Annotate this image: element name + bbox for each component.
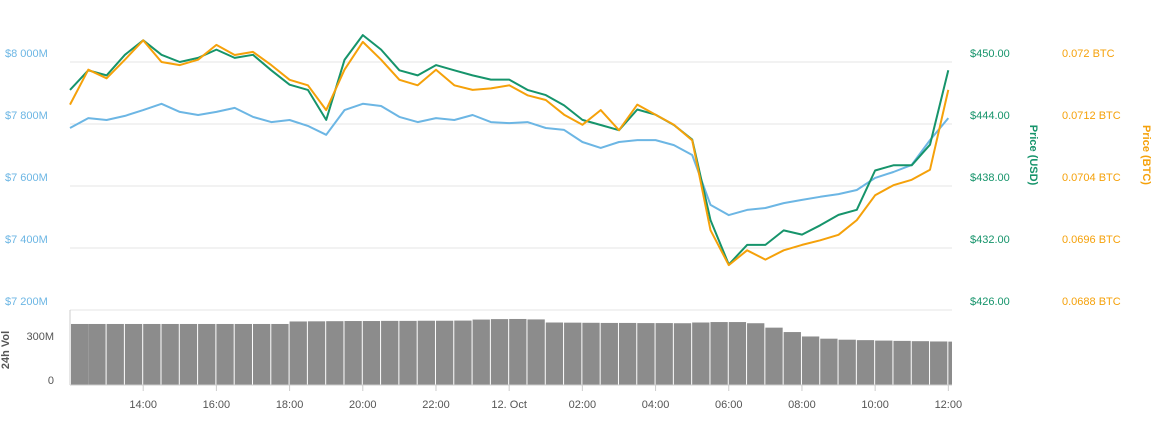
volume-bar — [71, 323, 89, 385]
volume-bar — [820, 338, 838, 385]
y-tick-label: $7 400M — [5, 234, 48, 246]
volume-bar — [893, 340, 911, 385]
volume-bar — [454, 320, 472, 385]
x-tick-label: 04:00 — [642, 399, 670, 411]
volume-bar — [637, 323, 655, 385]
volume-axis-title: 24h Vol — [0, 331, 12, 369]
volume-bar — [326, 321, 344, 385]
x-tick-label: 22:00 — [422, 399, 450, 411]
volume-bar — [289, 321, 307, 385]
price-line — [69, 102, 950, 217]
volume-bar — [618, 322, 637, 385]
volume-bar — [234, 323, 252, 385]
volume-bar — [838, 339, 856, 385]
y-tick-label: $7 200M — [5, 296, 48, 308]
volume-bar — [600, 322, 618, 385]
volume-bar — [783, 332, 801, 385]
y3-tick-label: 0.0696 BTC — [1062, 234, 1121, 246]
y3-tick-label: 0.0704 BTC — [1062, 172, 1121, 184]
volume-bar — [747, 323, 765, 385]
volume-bar — [124, 323, 143, 385]
volume-bar — [307, 321, 326, 385]
volume-tick-label: 300M — [26, 331, 54, 343]
x-tick-label: 16:00 — [203, 399, 231, 411]
x-tick-label: 06:00 — [715, 399, 743, 411]
volume-bar — [527, 319, 545, 385]
volume-bar — [252, 323, 271, 385]
volume-bar — [161, 323, 179, 385]
volume-bar — [765, 327, 783, 385]
volume-bar — [106, 323, 124, 385]
volume-bar — [435, 320, 454, 385]
volume-bar — [399, 320, 417, 385]
volume-bar — [911, 341, 930, 385]
x-tick-label: 18:00 — [276, 399, 304, 411]
y2-tick-label: $444.00 — [970, 110, 1010, 122]
price-line — [69, 34, 950, 266]
volume-bar — [875, 340, 893, 385]
volume-bar — [856, 340, 875, 385]
volume-bar — [509, 318, 527, 385]
x-tick-label: 12. Oct — [491, 399, 526, 411]
volume-tick-label: 0 — [48, 375, 54, 387]
volume-bar — [271, 323, 289, 385]
volume-bar — [692, 322, 710, 385]
x-tick-label: 10:00 — [861, 399, 889, 411]
volume-bar — [88, 323, 106, 385]
volume-bar — [582, 322, 600, 385]
y3-axis-title: Price (BTC) — [1140, 125, 1152, 185]
y3-tick-label: 0.072 BTC — [1062, 48, 1115, 60]
x-tick-label: 12:00 — [935, 399, 963, 411]
y2-axis-title: Price (USD) — [1027, 125, 1039, 186]
y2-tick-label: $450.00 — [970, 48, 1010, 60]
volume-bar — [143, 323, 161, 385]
volume-bar — [381, 320, 399, 385]
volume-bar — [948, 341, 952, 385]
volume-bar — [655, 323, 673, 385]
price-line — [69, 39, 950, 267]
volume-bar — [362, 321, 381, 385]
volume-bar — [344, 321, 362, 385]
y-tick-label: $8 000M — [5, 48, 48, 60]
volume-bar — [179, 323, 198, 385]
volume-bar — [472, 319, 490, 385]
x-tick-label: 08:00 — [788, 399, 816, 411]
volume-bar — [673, 323, 692, 385]
y2-tick-label: $438.00 — [970, 172, 1010, 184]
y2-tick-label: $426.00 — [970, 296, 1010, 308]
volume-bar — [801, 336, 820, 385]
y3-tick-label: 0.0712 BTC — [1062, 110, 1121, 122]
volume-bar — [545, 322, 564, 385]
volume-bar — [216, 323, 234, 385]
volume-bar — [710, 322, 728, 385]
volume-bar — [564, 322, 582, 385]
y-tick-label: $7 800M — [5, 110, 48, 122]
y2-tick-label: $432.00 — [970, 234, 1010, 246]
volume-bar — [490, 319, 509, 385]
y3-tick-label: 0.0688 BTC — [1062, 296, 1121, 308]
volume-bar — [198, 323, 216, 385]
x-tick-label: 02:00 — [569, 399, 597, 411]
x-tick-label: 20:00 — [349, 399, 377, 411]
volume-bar — [930, 341, 948, 385]
y-tick-label: $7 600M — [5, 172, 48, 184]
volume-bar — [728, 322, 747, 385]
x-tick-label: 14:00 — [129, 399, 157, 411]
volume-bar — [417, 320, 435, 385]
